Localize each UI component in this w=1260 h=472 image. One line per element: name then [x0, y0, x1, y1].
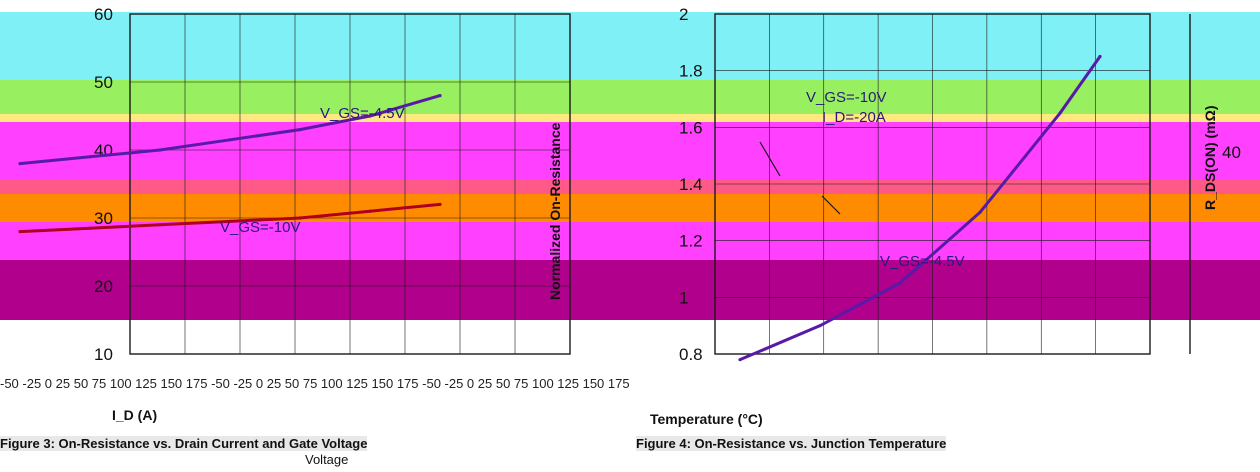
middle-series — [738, 54, 1102, 362]
middle-y-axis-title: Normalized On-Resistance — [547, 122, 563, 300]
annotation-arrow-1 — [759, 141, 781, 177]
y-tick-label: 1.8 — [679, 62, 703, 81]
annotation-arrow-2 — [821, 195, 841, 215]
band-green — [0, 80, 1260, 114]
data-point — [18, 162, 22, 166]
series-line — [739, 55, 1102, 362]
right-y-tick-40: 40 — [1222, 143, 1241, 162]
right-chart-partial: 40 R_DS(ON) (mΩ) — [1189, 14, 1241, 354]
middle-annotation-3: V_GS=-4.5V — [880, 253, 965, 270]
caption-left: Figure 3: On-Resistance vs. Drain Curren… — [0, 436, 368, 451]
data-point — [738, 358, 742, 362]
data-point — [1058, 111, 1062, 115]
data-point — [298, 216, 302, 220]
data-point — [18, 230, 22, 234]
middle-x-axis-title: Temperature (°C) — [650, 411, 763, 427]
middle-chart: 2 1.8 1.6 1.4 1.2 1 0.8 V_GS=-10V I_D=-20A V_G… — [547, 5, 1151, 427]
bottom-tick-row: -50 -25 0 25 50 75 100 125 150 175 -50 -… — [0, 376, 630, 391]
middle-y-ticks: 2 1.8 1.6 1.4 1.2 1 0.8 — [679, 5, 703, 364]
data-point — [368, 114, 372, 118]
left-chart-grid — [130, 13, 570, 355]
y-tick-label: 60 — [94, 5, 113, 24]
data-point — [158, 148, 162, 152]
data-point — [978, 210, 982, 214]
caption-right: Figure 4: On-Resistance vs. Junction Tem… — [636, 436, 947, 451]
band-cyan — [0, 12, 1260, 80]
y-tick-label: 1.6 — [679, 118, 703, 137]
band-purple — [0, 260, 1260, 320]
data-point — [228, 138, 232, 142]
y-tick-label: 50 — [94, 73, 113, 92]
middle-annotation-1: V_GS=-10V — [806, 89, 886, 106]
right-y-axis-title: R_DS(ON) (mΩ) — [1202, 105, 1218, 210]
data-point — [88, 155, 92, 159]
band-orange — [0, 194, 1260, 222]
y-tick-label: 1.4 — [679, 175, 703, 194]
data-point — [228, 219, 232, 223]
data-point — [88, 226, 92, 230]
left-x-axis-title: I_D (A) — [112, 407, 157, 423]
y-tick-label: 30 — [94, 209, 113, 228]
data-point — [818, 324, 822, 328]
y-tick-label: 0.8 — [679, 345, 703, 364]
middle-annotation-2: I_D=-20A — [822, 109, 886, 126]
band-magenta — [0, 122, 1260, 180]
data-point — [368, 209, 372, 213]
data-point — [298, 128, 302, 132]
band-magenta-2 — [0, 222, 1260, 260]
band-yellow — [0, 114, 1260, 122]
y-tick-label: 1.2 — [679, 232, 703, 251]
left-annotation-bottom: V_GS=-10V — [220, 219, 300, 236]
left-series — [18, 94, 442, 234]
data-point — [438, 202, 442, 206]
y-tick-label: 1 — [679, 288, 688, 307]
data-point — [158, 223, 162, 227]
caption-left-line2: Voltage — [305, 452, 349, 467]
data-point — [1098, 54, 1102, 59]
data-point — [438, 94, 442, 98]
middle-chart-grid — [715, 13, 1150, 355]
band-pink — [0, 180, 1260, 194]
y-tick-label: 20 — [94, 277, 113, 296]
data-point — [898, 281, 902, 285]
y-tick-label: 2 — [679, 5, 688, 24]
y-tick-label: 10 — [94, 345, 113, 364]
left-annotation-top: V_GS=-4.5V — [320, 105, 405, 122]
